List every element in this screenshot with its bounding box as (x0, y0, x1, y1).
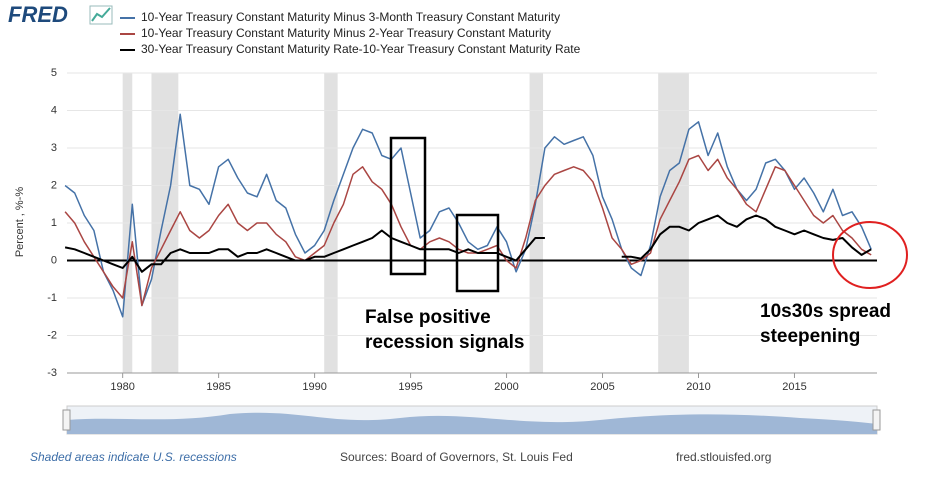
navigator-handle[interactable] (62, 409, 71, 431)
annotation-circle (832, 221, 908, 289)
legend-label: 10-Year Treasury Constant Maturity Minus… (141, 26, 551, 40)
footer-note[interactable]: Shaded areas indicate U.S. recessions (30, 450, 237, 464)
plot-area: -3 -2 -1 0 1 2 3 4 5 1980 1985 1990 1995 2000 2005 2010… (47, 67, 877, 393)
footer-site[interactable]: fred.stlouisfed.org (676, 450, 771, 464)
y-tick-label: 2 (51, 179, 57, 191)
x-tick-label: 1995 (398, 381, 422, 393)
annotation: 10s30s spread (760, 301, 891, 322)
y-tick-label: 5 (51, 67, 57, 79)
series-line (64, 214, 872, 273)
x-tick-label: 1985 (206, 381, 230, 393)
annotation-box (455, 213, 500, 293)
legend-label: 30-Year Treasury Constant Maturity Rate-… (141, 42, 581, 56)
legend-label: 10-Year Treasury Constant Maturity Minus… (141, 10, 560, 24)
annotation: recession signals (365, 332, 524, 353)
logo-icon-line (91, 7, 111, 22)
x-tick-label: 2000 (494, 381, 518, 393)
x-tick-label: 1990 (302, 381, 326, 393)
x-tick-label: 2010 (686, 381, 710, 393)
logo: FRED (8, 2, 68, 27)
x-tick-label: 2005 (590, 381, 614, 393)
annotation: False positive (365, 307, 491, 328)
y-tick-label: -1 (47, 292, 57, 304)
annotation: steepening (760, 326, 860, 347)
y-tick-label: -2 (47, 329, 57, 341)
x-tick-label: 2015 (782, 381, 806, 393)
annotation-box (389, 136, 427, 276)
y-tick-label: 0 (51, 254, 57, 266)
navigator (62, 405, 881, 435)
x-tick-label: 1980 (110, 381, 134, 393)
y-axis-label: Percent , %-% (14, 187, 26, 258)
series-line (64, 154, 872, 307)
footer-source: Sources: Board of Governors, St. Louis F… (340, 450, 573, 464)
y-tick-label: 1 (51, 217, 57, 229)
y-tick-label: 4 (51, 104, 57, 116)
y-tick-label: 3 (51, 142, 57, 154)
navigator-handle[interactable] (872, 409, 881, 431)
navigator-area (67, 412, 877, 434)
y-tick-label: -3 (47, 367, 57, 379)
